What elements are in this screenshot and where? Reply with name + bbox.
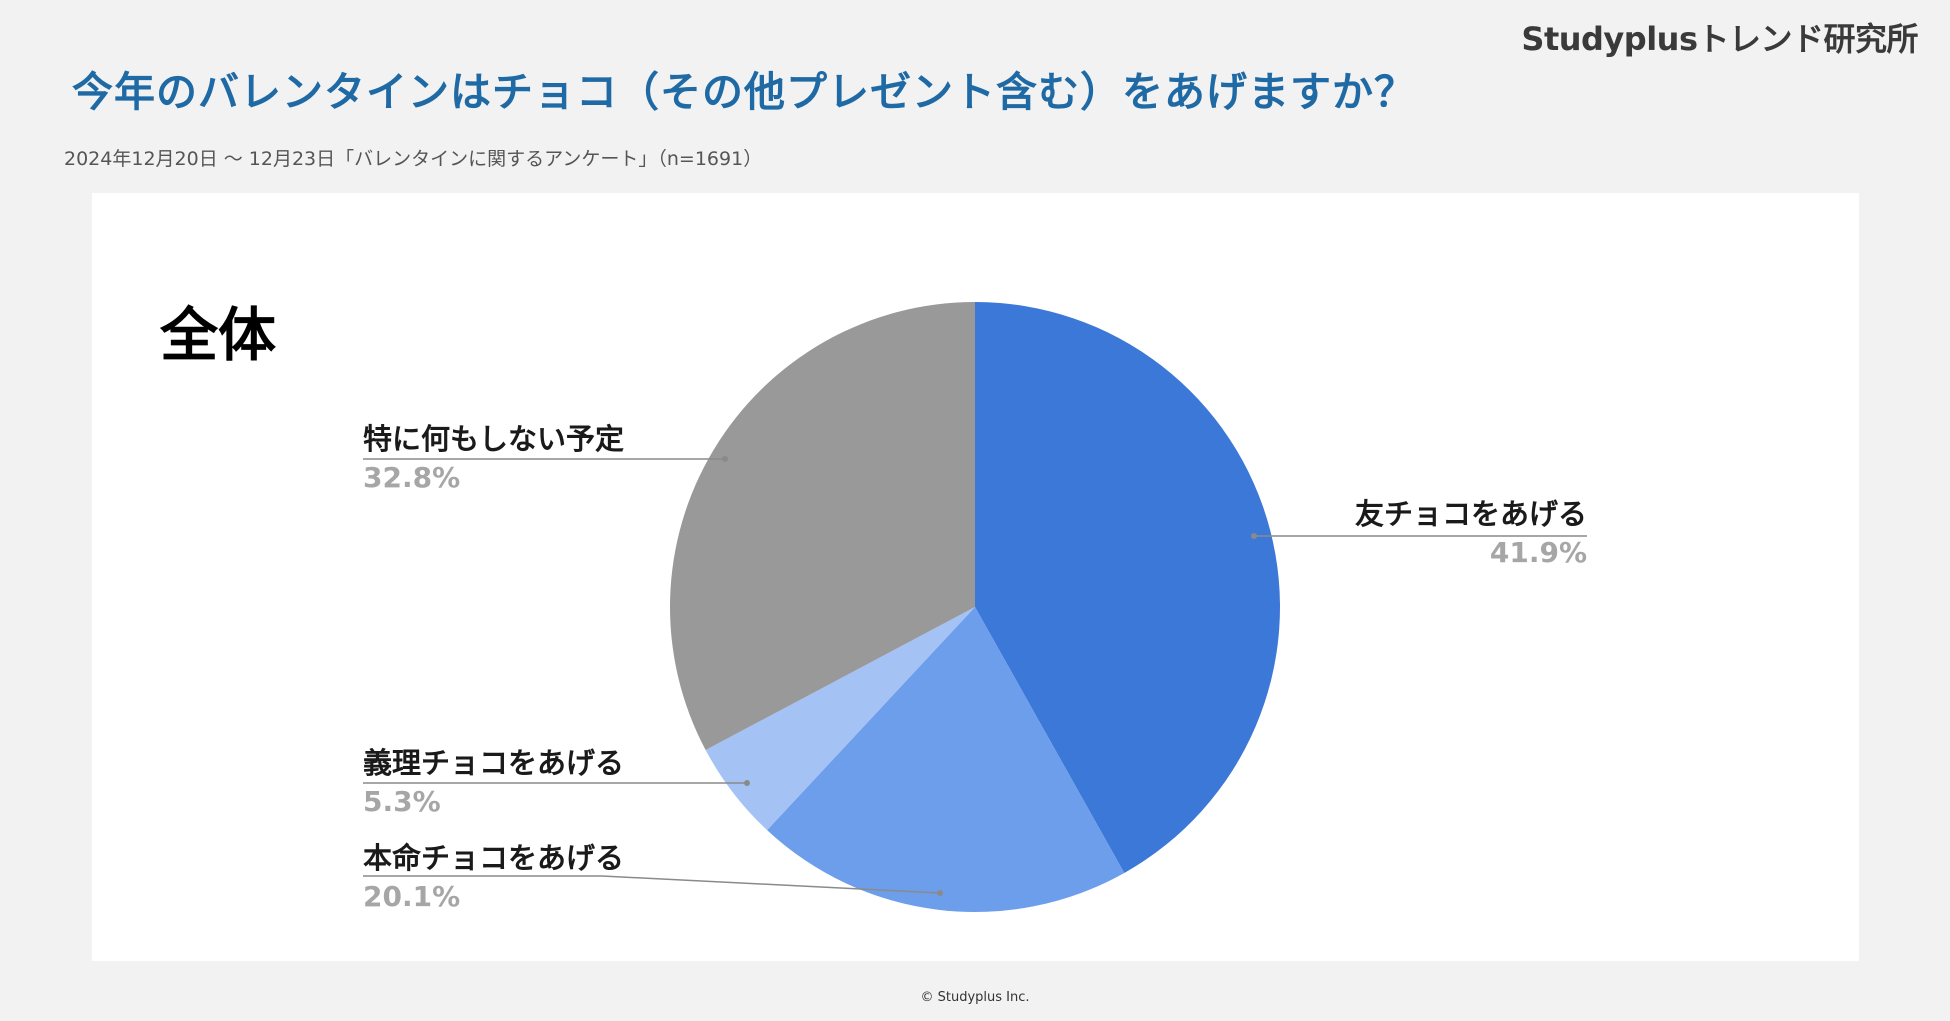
slice-label: 本命チョコをあげる (363, 841, 624, 875)
slice-value-label: 5.3% (363, 785, 441, 818)
pie-chart: 友チョコをあげる 41.9% 本命チョコをあげる 20.1% 義理チョコをあげる 5.3%… (363, 302, 1587, 913)
slice-label: 友チョコをあげる (1355, 497, 1587, 531)
leader-dot (722, 456, 728, 462)
copyright-footer: © Studyplus Inc. (920, 990, 1030, 1005)
leader-line (363, 875, 941, 894)
leader-dot (744, 780, 750, 786)
page-title: 今年のバレンタインはチョコ（その他プレゼント含む）をあげますか？ (72, 68, 1416, 116)
slice-value-label: 32.8% (363, 461, 460, 494)
leader-dot (1251, 533, 1257, 539)
slice-value-label: 20.1% (363, 880, 460, 913)
leader-dot (937, 890, 943, 896)
chart-title: 全体 (160, 301, 277, 369)
pie-slice (975, 302, 1280, 873)
pie-slice (670, 302, 975, 751)
survey-subtitle: 2024年12月20日 〜 12月23日「バレンタインに関するアンケート」（n=… (64, 148, 763, 170)
slice-label: 義理チョコをあげる (363, 746, 624, 780)
brand-logo-text: Studyplusトレンド研究所 (1521, 20, 1918, 58)
chart-panel: 全体 友チョコをあげる 41.9% 本命チョコをあげる 20.1% 義理チョコをあげる 5… (92, 193, 1859, 961)
pie-slice (705, 607, 975, 831)
slice-value-label: 41.9% (1490, 536, 1587, 569)
slice-label: 特に何もしない予定 (363, 422, 624, 456)
pie-slice (767, 607, 1125, 912)
